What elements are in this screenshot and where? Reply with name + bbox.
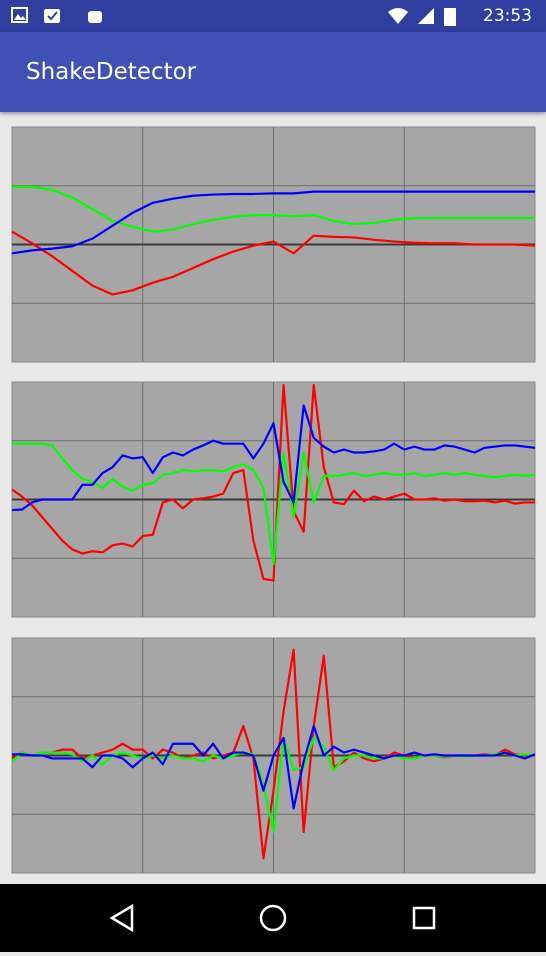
series-line <box>11 404 536 512</box>
status-icons <box>11 7 102 23</box>
app-bar: ShakeDetector <box>0 32 546 112</box>
home-button[interactable] <box>259 904 287 932</box>
nav-buttons <box>109 903 436 933</box>
series-line <box>12 725 536 810</box>
series-line <box>11 190 535 255</box>
recents-button[interactable] <box>412 906 436 930</box>
app-title: ShakeDetector <box>26 59 197 85</box>
series-line <box>11 230 536 296</box>
series-line <box>12 185 535 233</box>
back-button[interactable] <box>109 903 134 933</box>
series-line <box>12 442 536 566</box>
clock: 23:53 <box>483 6 532 26</box>
status-signal <box>388 8 456 26</box>
series-line <box>11 383 535 582</box>
nav-bar <box>0 884 546 952</box>
status-bar: 23:53 <box>0 0 546 32</box>
plots <box>11 126 536 874</box>
